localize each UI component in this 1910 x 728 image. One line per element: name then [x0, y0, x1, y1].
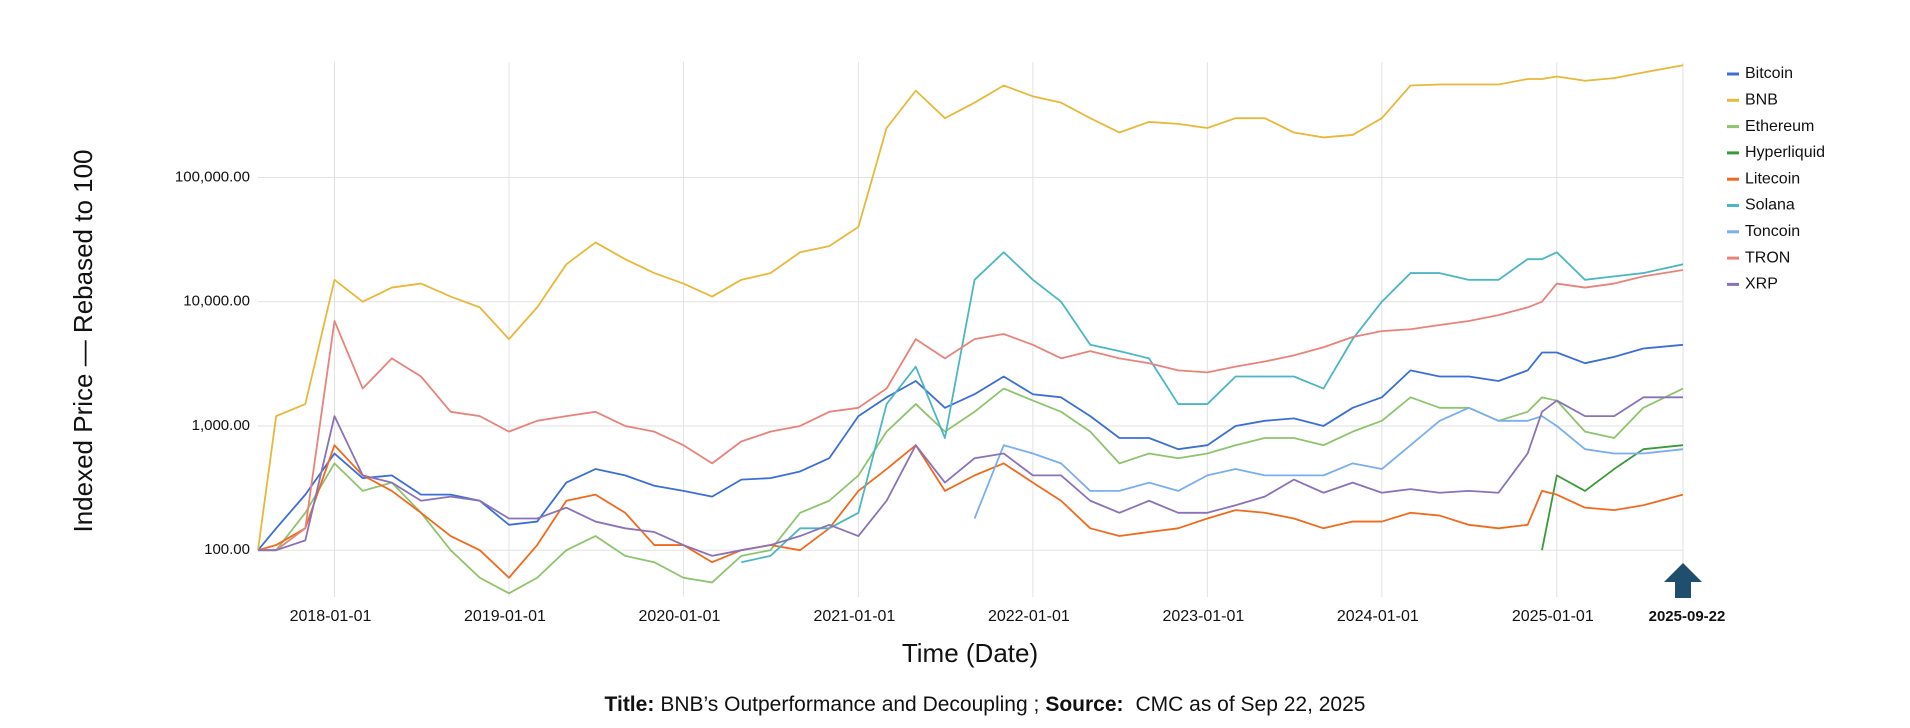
caption-source-label: Source:: [1045, 693, 1123, 716]
x-tick-label: 2020-01-01: [639, 608, 721, 625]
y-tick-label: 100.00: [204, 541, 250, 558]
legend-label: TRON: [1745, 249, 1790, 266]
x-tick-label: 2021-01-01: [813, 608, 895, 625]
legend-label: Toncoin: [1745, 223, 1800, 240]
grid: [258, 62, 1684, 597]
x-tick-label: 2024-01-01: [1337, 608, 1419, 625]
x-tick-label: 2022-01-01: [988, 608, 1070, 625]
series-line: [258, 269, 1684, 552]
y-tick-label: 1,000.00: [192, 417, 250, 434]
series-line: [257, 444, 1684, 579]
series-line: [258, 396, 1683, 557]
y-axis-label: Indexed Price — Rebased to 100: [68, 149, 98, 532]
x-tick-label: 2025-09-22: [1649, 608, 1726, 625]
x-axis-label: Time (Date): [902, 638, 1038, 668]
caption-source: CMC as of Sep 22, 2025: [1136, 693, 1366, 716]
legend-label: Ethereum: [1745, 118, 1814, 135]
legend-label: Litecoin: [1745, 170, 1800, 187]
x-tick-label: 2018-01-01: [290, 608, 372, 625]
caption-title: BNB’s Outperformance and Decoupling ;: [660, 693, 1039, 716]
x-tick-label: 2025-01-01: [1512, 608, 1594, 625]
caption: Title: BNB’s Outperformance and Decouplin…: [605, 693, 1366, 716]
y-tick-label: 100,000.00: [175, 168, 250, 185]
highlight-arrow: [1664, 563, 1702, 598]
legend-label: Hyperliquid: [1745, 144, 1825, 161]
x-tick-label: 2019-01-01: [464, 608, 546, 625]
legend-label: Bitcoin: [1745, 65, 1793, 82]
series-line: [257, 343, 1684, 551]
x-tick-label: 2023-01-01: [1162, 608, 1244, 625]
legend-label: BNB: [1745, 92, 1778, 109]
series-line: [258, 387, 1684, 595]
series-line: [741, 251, 1684, 564]
series-line: [257, 64, 1684, 551]
y-tick-label: 10,000.00: [183, 293, 250, 310]
labels: 100.00 1,000.00 10,000.00 100,000.00 2018-01…: [175, 65, 1825, 625]
series-line: [1541, 444, 1684, 551]
series-layer: [257, 64, 1684, 595]
caption-title-label: Title:: [605, 693, 655, 716]
legend-label: Solana: [1745, 197, 1795, 214]
series-line: [973, 406, 1684, 519]
legend-label: XRP: [1745, 276, 1778, 293]
